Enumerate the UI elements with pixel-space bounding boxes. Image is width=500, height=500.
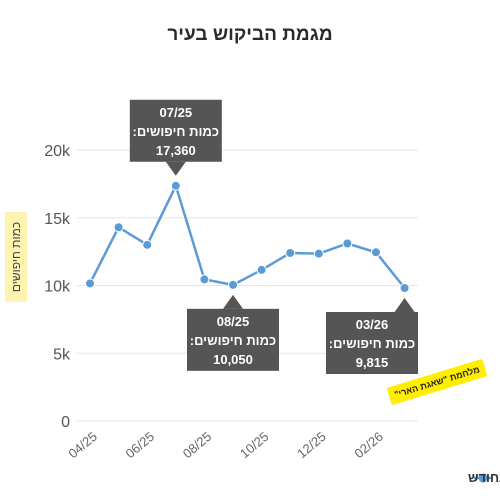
tooltip-box [129,99,222,162]
tooltip-label: כמות חיפושים: [329,336,415,351]
annotation-tooltip: 08/25 כמות חיפושים: 10,050 [187,294,279,371]
y-tick-label: 5k [53,346,71,363]
y-axis-label-background [5,212,27,302]
x-tick-label: 04/25 [65,429,100,461]
y-axis-label: כמות חיפושים [5,212,27,302]
series-line [88,182,406,289]
gridlines [77,149,418,422]
tooltip-value: 10,050 [213,352,253,367]
tooltip-label: כמות חיפושים: [190,333,276,348]
y-tick-label: 0 [61,414,70,431]
legend-marker-icon [478,473,488,483]
tooltip-pointer [223,294,243,309]
data-point[interactable] [113,222,124,233]
data-point[interactable] [371,247,381,258]
data-point[interactable] [256,264,267,275]
annotations-group: 07/25 כמות חיפושים: 17,360 08/25 כמות חיפושי… [129,99,418,375]
data-point[interactable] [342,238,353,249]
data-point[interactable] [142,239,153,250]
series-group [85,180,410,294]
data-point[interactable] [313,248,324,259]
y-tick-label: 15k [44,211,71,228]
legend-series-name: חיפושים בחודש [468,470,500,485]
tooltip-box [326,312,418,375]
tooltip-value: 17,360 [156,143,196,158]
tooltip-date: 03/26 [356,317,389,332]
y-axis-label-text: כמות חיפושים [9,222,23,292]
x-tick-label: 02/26 [351,429,386,461]
chart-title: מגמת הביקוש בעיר [167,24,332,45]
data-point[interactable] [399,283,410,294]
data-point[interactable] [170,180,181,191]
data-point[interactable] [228,279,238,290]
legend[interactable]: חיפושים בחודש [468,470,500,485]
y-tick-label: 20k [44,143,71,160]
x-tick-label: 06/25 [123,429,158,461]
x-tick-label: 08/25 [180,429,215,461]
tooltip-pointer [394,298,415,313]
data-point[interactable] [285,247,296,258]
data-point[interactable] [85,278,95,289]
tooltip-pointer [165,161,186,176]
x-tick-label: 12/25 [294,429,329,461]
x-axis-ticks: 04/25 06/25 08/25 10/25 12/25 02/26 [65,429,386,461]
tooltip-date: 07/25 [160,105,193,120]
event-note-background [387,359,487,405]
y-tick-label: 10k [44,279,71,296]
tooltip-value: 9,815 [356,355,389,370]
y-axis-ticks: 0 5k 10k 15k 20k [44,143,71,431]
data-point[interactable] [199,274,210,285]
x-tick-label: 10/25 [237,429,272,461]
annotation-tooltip: 07/25 כמות חיפושים: 17,360 [129,99,222,176]
tooltip-label: כמות חיפושים: [133,124,219,139]
tooltip-date: 08/25 [217,314,250,329]
tooltip-box [187,308,279,371]
annotation-tooltip: 03/26 כמות חיפושים: 9,815 [326,298,418,375]
